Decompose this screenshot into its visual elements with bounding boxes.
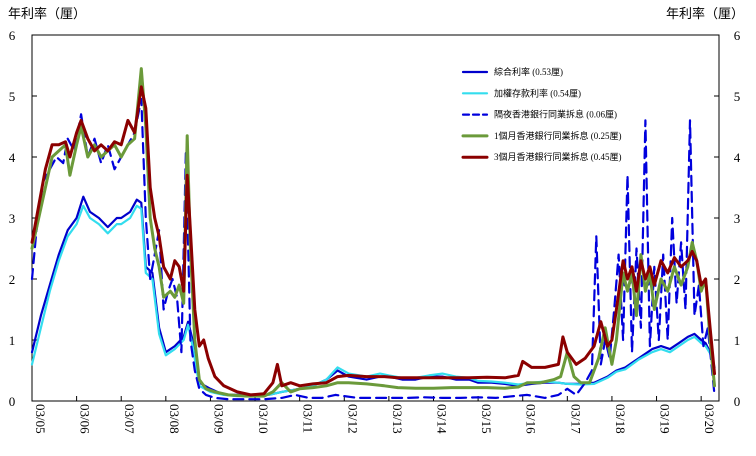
series-line-2 [30,204,716,398]
x-tick-label: 03/20 [702,404,717,434]
y-left-tick-label: 0 [9,394,16,409]
y-right-tick-label: 3 [734,211,741,226]
x-tick-label: 03/19 [658,404,673,434]
x-tick-label: 03/12 [345,404,360,434]
y-right-tick-label: 1 [734,333,741,348]
y-right-tick-group: 0 1 2 3 4 5 6 [714,28,741,409]
y-left-tick-label: 6 [9,28,16,43]
series-line-3 [30,97,716,401]
x-tick-label: 03/16 [524,404,539,434]
x-tick-label: 03/13 [390,404,405,434]
x-tick-label: 03/08 [167,404,182,434]
x-tick-label: 03/06 [78,404,93,434]
right-axis-title: 年利率（厘） [666,6,744,21]
y-right-tick-label: 2 [734,272,741,287]
y-left-tick-group: 0 1 2 3 4 5 6 [9,28,37,409]
legend-label-5: 3個月香港銀行同業拆息 (0.45厘) [494,151,622,162]
series-group [30,67,716,401]
y-left-tick-label: 1 [9,333,16,348]
legend-label-3: 隔夜香港銀行同業拆息 (0.06厘) [494,109,617,120]
series-line-5 [30,85,716,397]
left-axis-title: 年利率（厘） [8,6,86,21]
legend-label-2: 加權存款利率 (0.54厘) [494,87,581,98]
x-tick-label: 03/14 [434,404,449,434]
legend-label-4: 1個月香港銀行同業拆息 (0.25厘) [494,130,622,141]
x-tick-label: 03/17 [568,404,583,434]
y-right-tick-label: 6 [734,28,741,43]
y-left-tick-label: 5 [9,89,16,104]
x-tick-label: 03/15 [479,404,494,434]
legend-label-1: 綜合利率 (0.53厘) [494,66,563,77]
x-tick-group: 03/05 03/06 03/07 03/08 03/09 03/10 03/11 03/12… [31,396,717,434]
x-tick-label: 03/10 [256,404,271,434]
x-tick-label: 03/07 [122,404,137,434]
y-right-tick-label: 0 [734,394,741,409]
y-right-tick-label: 4 [734,150,741,165]
x-tick-label: 03/18 [613,404,628,434]
y-right-tick-label: 5 [734,89,741,104]
y-left-tick-label: 2 [9,272,16,287]
y-left-tick-label: 4 [9,150,16,165]
x-tick-label: 03/09 [211,404,226,434]
x-tick-label: 03/11 [301,404,316,433]
series-line-1 [30,195,716,396]
legend: 綜合利率 (0.53厘) 加權存款利率 (0.54厘) 隔夜香港銀行同業拆息 (0.… [461,66,622,162]
y-left-tick-label: 3 [9,211,16,226]
x-tick-label: 03/05 [33,404,48,434]
series-line-4 [30,67,716,398]
